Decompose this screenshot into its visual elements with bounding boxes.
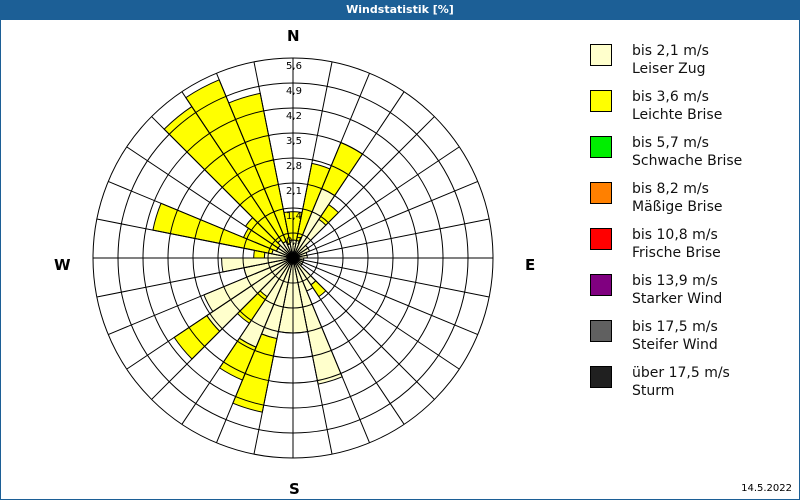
compass-north-label: N	[287, 27, 300, 45]
legend-swatch-schwache-brise	[590, 136, 612, 158]
legend-range: bis 5,7 m/s	[632, 135, 709, 151]
grid-spoke	[292, 181, 478, 259]
grid-spoke	[96, 257, 294, 298]
ring-label: 4,2	[286, 111, 302, 122]
legend-swatch-sturm	[590, 366, 612, 388]
legend-swatch-leichte-brise	[590, 90, 612, 112]
legend-label: Leiser Zug	[632, 61, 706, 77]
grid-spoke	[151, 257, 294, 400]
ring-label: 0,7	[286, 236, 302, 247]
legend-item: bis 13,9 m/s Starker Wind	[590, 272, 790, 318]
center-hub	[288, 253, 298, 263]
compass-east-label: E	[525, 256, 536, 274]
legend-swatch-steifer-wind	[590, 320, 612, 342]
legend-item: über 17,5 m/s Sturm	[590, 364, 790, 410]
legend-range: bis 3,6 m/s	[632, 89, 709, 105]
legend-swatch-maessige-brise	[590, 182, 612, 204]
legend-label: Sturm	[632, 383, 675, 399]
grid-spoke	[292, 218, 490, 259]
grid-spoke	[108, 257, 294, 335]
ring-label: 3,5	[286, 136, 302, 147]
grid-spoke	[253, 61, 294, 259]
legend-swatch-starker-wind	[590, 274, 612, 296]
grid-spoke	[216, 73, 294, 259]
grid-spoke	[292, 257, 435, 400]
grid-spoke	[292, 61, 333, 259]
legend-label: Starker Wind	[632, 291, 723, 307]
grid-spoke	[292, 257, 370, 443]
legend-range: bis 17,5 m/s	[632, 319, 718, 335]
grid-spoke	[181, 257, 294, 425]
ring-label: 4,9	[286, 86, 302, 97]
compass-south-label: S	[289, 480, 300, 498]
legend-label: Mäßige Brise	[632, 199, 723, 215]
legend-item: bis 2,1 m/s Leiser Zug	[590, 42, 790, 88]
grid-spoke	[126, 257, 294, 370]
grid-spoke	[292, 257, 460, 370]
legend-range: bis 2,1 m/s	[632, 43, 709, 59]
grid-spoke	[96, 218, 294, 259]
grid-spoke	[108, 181, 294, 259]
grid-spoke	[151, 116, 294, 259]
legend-range: bis 10,8 m/s	[632, 227, 718, 243]
ring-label: 5,6	[286, 61, 302, 72]
grid-spoke	[216, 257, 294, 443]
grid-spoke	[292, 257, 333, 455]
grid-spoke	[253, 257, 294, 455]
legend-item: bis 17,5 m/s Steifer Wind	[590, 318, 790, 364]
legend-item: bis 3,6 m/s Leichte Brise	[590, 88, 790, 134]
ring-label: 1,4	[286, 211, 302, 222]
grid-spoke	[292, 257, 405, 425]
compass-west-label: W	[54, 256, 71, 274]
legend-range: über 17,5 m/s	[632, 365, 730, 381]
ring-label: 2,1	[286, 186, 302, 197]
grid-spoke	[292, 73, 370, 259]
grid-spoke	[292, 257, 478, 335]
grid-spoke	[181, 91, 294, 259]
grid-spoke	[292, 257, 490, 298]
legend-label: Frische Brise	[632, 245, 721, 261]
legend-label: Steifer Wind	[632, 337, 718, 353]
legend-range: bis 13,9 m/s	[632, 273, 718, 289]
legend-swatch-leiser-zug	[590, 44, 612, 66]
legend: bis 2,1 m/s Leiser Zug bis 3,6 m/s Leichte…	[590, 42, 790, 410]
grid-spoke	[126, 146, 294, 259]
legend-item: bis 8,2 m/s Mäßige Brise	[590, 180, 790, 226]
window-title: Windstatistik [%]	[0, 0, 800, 20]
legend-range: bis 8,2 m/s	[632, 181, 709, 197]
legend-item: bis 5,7 m/s Schwache Brise	[590, 134, 790, 180]
legend-item: bis 10,8 m/s Frische Brise	[590, 226, 790, 272]
legend-label: Schwache Brise	[632, 153, 743, 169]
grid-spoke	[292, 116, 435, 259]
grid-spoke	[292, 146, 460, 259]
legend-label: Leichte Brise	[632, 107, 723, 123]
ring-label: 2,8	[286, 161, 302, 172]
legend-swatch-frische-brise	[590, 228, 612, 250]
grid-spoke	[292, 91, 405, 259]
date-label: 14.5.2022	[741, 483, 792, 494]
